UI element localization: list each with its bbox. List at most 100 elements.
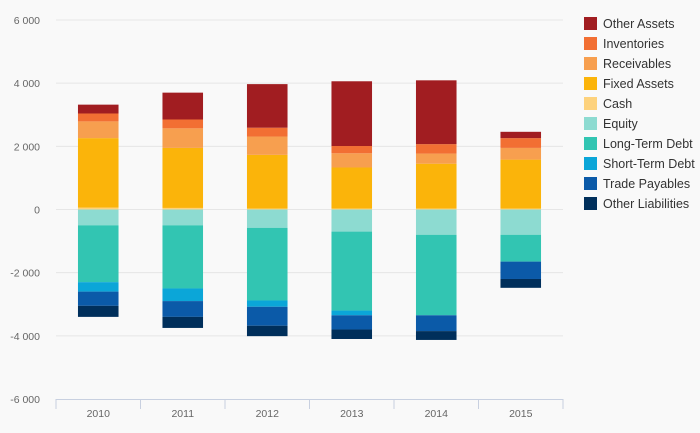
bar-segment[interactable]: [246, 227, 288, 301]
legend-swatch: [584, 97, 597, 110]
legend-label: Fixed Assets: [603, 77, 674, 91]
bar-segment[interactable]: [77, 121, 119, 139]
legend-item[interactable]: Inventories: [584, 37, 664, 51]
bar-segment[interactable]: [246, 136, 288, 155]
bar-segment[interactable]: [331, 315, 373, 330]
y-tick-label: 2 000: [14, 141, 40, 153]
legend-label: Receivables: [603, 57, 671, 71]
legend-swatch: [584, 117, 597, 130]
legend-item[interactable]: Fixed Assets: [584, 77, 674, 91]
bar-segment[interactable]: [162, 119, 204, 129]
x-tick-label: 2015: [509, 408, 533, 420]
bar-segment[interactable]: [246, 325, 288, 337]
bar-segment[interactable]: [500, 159, 542, 209]
bar-segment[interactable]: [162, 316, 204, 328]
legend-label: Inventories: [603, 37, 664, 51]
bar-segment[interactable]: [415, 208, 457, 210]
bar-segment[interactable]: [500, 147, 542, 160]
legend-swatch: [584, 197, 597, 210]
bar-segment[interactable]: [246, 300, 288, 307]
bar-segment[interactable]: [162, 128, 204, 148]
bar-segment[interactable]: [331, 167, 373, 209]
bar-segment[interactable]: [415, 209, 457, 235]
bar-segment[interactable]: [77, 207, 119, 210]
bar-segment[interactable]: [77, 291, 119, 306]
bar-segment[interactable]: [77, 282, 119, 292]
bar-segment[interactable]: [77, 104, 119, 114]
legend-label: Short-Term Debt: [603, 157, 695, 171]
bar-segment[interactable]: [415, 315, 457, 332]
y-tick-label: 6 000: [14, 15, 40, 27]
bar-segment[interactable]: [331, 153, 373, 168]
legend-label: Equity: [603, 117, 638, 131]
bar-segment[interactable]: [500, 261, 542, 279]
bar-segment[interactable]: [331, 310, 373, 316]
bar-segment[interactable]: [162, 225, 204, 289]
legend-label: Cash: [603, 97, 632, 111]
bar-segment[interactable]: [246, 208, 288, 210]
bar-segment[interactable]: [162, 209, 204, 226]
legend-item[interactable]: Other Assets: [584, 17, 675, 31]
bars: [77, 80, 542, 340]
legend-item[interactable]: Trade Payables: [584, 177, 690, 191]
axes: 6 000 4 000 2 000 0 -2 000 -4 000 -6 000 2010 20…: [10, 15, 564, 420]
gridlines: [56, 19, 563, 337]
bar-segment[interactable]: [331, 329, 373, 339]
bar-segment[interactable]: [246, 209, 288, 228]
bar-segment[interactable]: [331, 81, 373, 147]
bar-segment[interactable]: [331, 146, 373, 154]
legend-swatch: [584, 77, 597, 90]
bar-segment[interactable]: [331, 231, 373, 311]
bar-segment[interactable]: [500, 138, 542, 148]
legend-label: Long-Term Debt: [603, 137, 693, 151]
x-tick-label: 2012: [256, 408, 280, 420]
bar-segment[interactable]: [331, 208, 373, 210]
legend-item[interactable]: Cash: [584, 97, 632, 111]
legend-item[interactable]: Receivables: [584, 57, 671, 71]
bar-segment[interactable]: [246, 127, 288, 137]
legend-label: Trade Payables: [603, 177, 690, 191]
bar-segment[interactable]: [500, 208, 542, 210]
bar-segment[interactable]: [162, 301, 204, 317]
legend-item[interactable]: Equity: [584, 117, 638, 131]
bar-segment[interactable]: [500, 278, 542, 288]
bar-segment[interactable]: [77, 305, 119, 317]
bar-segment[interactable]: [246, 84, 288, 128]
y-tick-label: -4 000: [10, 331, 40, 343]
bar-segment[interactable]: [162, 288, 204, 302]
bar-segment[interactable]: [162, 147, 204, 208]
bar-segment[interactable]: [77, 209, 119, 226]
bar-segment[interactable]: [415, 163, 457, 209]
y-tick-label: 4 000: [14, 78, 40, 90]
legend-item[interactable]: Short-Term Debt: [584, 157, 695, 171]
bar-segment[interactable]: [415, 80, 457, 145]
bar-segment[interactable]: [500, 234, 542, 262]
legend-label: Other Assets: [603, 17, 675, 31]
y-tick-label: -2 000: [10, 268, 40, 280]
bar-segment[interactable]: [415, 331, 457, 340]
x-tick-label: 2014: [425, 408, 449, 420]
x-tick-label: 2013: [340, 408, 364, 420]
bar-segment[interactable]: [77, 138, 119, 208]
bar-segment[interactable]: [415, 144, 457, 154]
bar-segment[interactable]: [331, 209, 373, 232]
legend-swatch: [584, 57, 597, 70]
bar-segment[interactable]: [500, 131, 542, 139]
bar-segment[interactable]: [415, 234, 457, 316]
bar-segment[interactable]: [162, 92, 204, 120]
bar-segment[interactable]: [162, 207, 204, 210]
bar-segment[interactable]: [246, 154, 288, 209]
legend-item[interactable]: Long-Term Debt: [584, 137, 693, 151]
bar-segment[interactable]: [246, 306, 288, 326]
bar-segment[interactable]: [77, 113, 119, 122]
bar-segment[interactable]: [500, 209, 542, 235]
x-tick-label: 2010: [87, 408, 111, 420]
y-tick-label: -6 000: [10, 394, 40, 406]
y-tick-label: 0: [34, 205, 40, 217]
bar-segment[interactable]: [415, 153, 457, 164]
bar-segment[interactable]: [77, 225, 119, 283]
legend-swatch: [584, 177, 597, 190]
legend-item[interactable]: Other Liabilities: [584, 197, 689, 211]
x-tick-label: 2011: [171, 408, 194, 420]
